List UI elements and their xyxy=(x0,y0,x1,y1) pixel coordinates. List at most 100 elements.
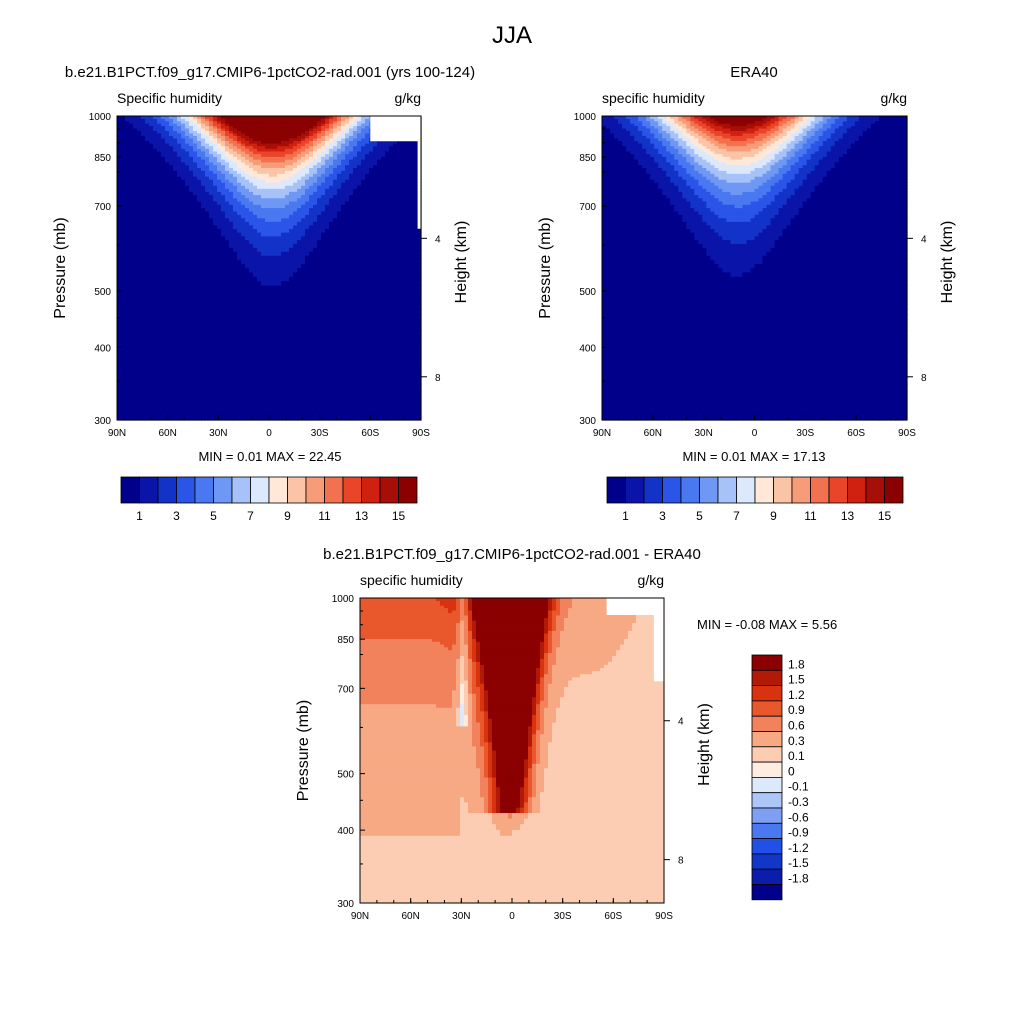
colorbar-swatch xyxy=(231,476,251,504)
colorbar-swatch xyxy=(176,476,196,504)
colorbar-swatch xyxy=(751,792,783,809)
colorbar-swatch xyxy=(751,761,783,778)
y2-tick-label: 8 xyxy=(678,856,684,867)
colorbar-swatch xyxy=(194,476,214,504)
colorbar-swatch xyxy=(751,853,783,870)
colorbar-swatch xyxy=(754,476,774,504)
colorbar-swatch xyxy=(847,476,867,504)
colorbar-swatch xyxy=(213,476,233,504)
colorbar-label: -1.2 xyxy=(788,841,809,855)
x-tick-label: 60S xyxy=(847,428,865,439)
panel-model: b.e21.B1PCT.f09_g17.CMIP6-1pctCO2-rad.00… xyxy=(52,64,475,523)
x-tick-label: 30N xyxy=(452,911,470,922)
colorbar-swatch xyxy=(751,685,783,702)
colorbar-swatch xyxy=(662,476,682,504)
colorbar: 1.81.51.20.90.60.30.10-0.1-0.3-0.6-0.9-1… xyxy=(751,654,809,901)
x-tick-label: 60S xyxy=(361,428,379,439)
colorbar-label: 9 xyxy=(770,509,777,523)
colorbar-swatch xyxy=(828,476,848,504)
min-max-text: MIN = 0.01 MAX = 17.13 xyxy=(682,449,825,464)
y-axis-label: Pressure (mb) xyxy=(295,700,312,801)
x-tick-label: 30N xyxy=(694,428,712,439)
colorbar-label: 5 xyxy=(696,509,703,523)
y-tick-label: 1000 xyxy=(332,594,355,605)
x-tick-label: 90S xyxy=(412,428,430,439)
panel-left-string: specific humidity xyxy=(360,572,463,588)
y-tick-label: 300 xyxy=(94,416,111,427)
colorbar-swatch xyxy=(287,476,307,504)
colorbar-swatch xyxy=(751,654,783,671)
colorbar-label: 15 xyxy=(878,509,892,523)
contour-fill-layer xyxy=(117,116,422,421)
colorbar-swatch xyxy=(643,476,663,504)
colorbar-swatch xyxy=(606,476,626,504)
y-tick-label: 850 xyxy=(337,635,354,646)
contour-fill-layer xyxy=(360,598,665,904)
colorbar-swatch xyxy=(139,476,159,504)
colorbar-label: -0.1 xyxy=(788,780,809,794)
colorbar-swatch xyxy=(157,476,177,504)
colorbar-label: 11 xyxy=(318,509,331,523)
colorbar-label: -1.8 xyxy=(788,872,809,886)
colorbar-label: 3 xyxy=(659,509,666,523)
contour-fill-layer xyxy=(602,116,908,421)
colorbar-swatch xyxy=(751,746,783,763)
colorbar-label: 1 xyxy=(622,509,629,523)
x-tick-label: 30S xyxy=(554,911,572,922)
axes-layer: 300 400 500 700 850 1000 8 4 90N 60N 30N 0 30S 60S 90S… xyxy=(537,112,956,439)
x-tick-label: 60N xyxy=(158,428,176,439)
min-max-text: MIN = -0.08 MAX = 5.56 xyxy=(697,617,837,632)
colorbar-label: 7 xyxy=(247,509,254,523)
colorbar-swatch xyxy=(751,669,783,686)
panel-title: b.e21.B1PCT.f09_g17.CMIP6-1pctCO2-rad.00… xyxy=(323,546,701,563)
colorbar-swatch xyxy=(361,476,381,504)
figure-title: JJA xyxy=(492,22,532,49)
x-tick-label: 90S xyxy=(655,911,673,922)
min-max-text: MIN = 0.01 MAX = 22.45 xyxy=(198,449,341,464)
y2-axis-label: Height (km) xyxy=(939,221,956,304)
x-tick-label: 60N xyxy=(401,911,419,922)
colorbar-swatch xyxy=(751,868,783,885)
colorbar-label: 1.2 xyxy=(788,688,805,702)
panel-difference: b.e21.B1PCT.f09_g17.CMIP6-1pctCO2-rad.00… xyxy=(295,546,837,922)
colorbar-swatch xyxy=(736,476,756,504)
colorbar-swatch xyxy=(398,476,418,504)
colorbar-label: 3 xyxy=(173,509,180,523)
y-tick-label: 400 xyxy=(337,826,354,837)
colorbar-label: -1.5 xyxy=(788,856,809,870)
x-tick-label: 90N xyxy=(593,428,611,439)
colorbar-swatch xyxy=(699,476,719,504)
colorbar-label: 0.6 xyxy=(788,719,805,733)
x-tick-label: 30S xyxy=(311,428,329,439)
colorbar-label: 0 xyxy=(788,764,795,778)
colorbar-swatch xyxy=(773,476,793,504)
colorbar-label: 0.9 xyxy=(788,703,805,717)
colorbar-swatch xyxy=(250,476,270,504)
terrain-mask xyxy=(606,598,664,682)
colorbar-swatch xyxy=(751,715,783,732)
colorbar: 1 3 5 7 9 11 13 15 xyxy=(120,476,418,523)
colorbar-swatch xyxy=(751,807,783,824)
x-tick-label: 90S xyxy=(898,428,916,439)
x-tick-label: 60N xyxy=(644,428,662,439)
y-tick-label: 500 xyxy=(94,287,111,298)
colorbar-label: -0.3 xyxy=(788,795,809,809)
panel-units: g/kg xyxy=(638,572,664,588)
y-tick-label: 400 xyxy=(579,343,596,354)
x-tick-label: 90N xyxy=(108,428,126,439)
y-tick-label: 700 xyxy=(94,202,111,213)
y-tick-label: 500 xyxy=(579,287,596,298)
y2-tick-label: 4 xyxy=(678,717,684,728)
colorbar-swatch xyxy=(717,476,737,504)
colorbar-swatch xyxy=(865,476,885,504)
axes-layer: 300 400 500 700 850 1000 8 4 90N 60N 30N 0 30S 60S 90S… xyxy=(295,594,713,922)
colorbar-label: -0.9 xyxy=(788,826,809,840)
colorbar-swatch xyxy=(884,476,904,504)
colorbar-label: 0.3 xyxy=(788,734,805,748)
y-tick-label: 850 xyxy=(579,153,596,164)
x-tick-label: 0 xyxy=(752,428,758,439)
colorbar-swatch xyxy=(751,838,783,855)
colorbar-swatch xyxy=(680,476,700,504)
y-tick-label: 1000 xyxy=(574,112,597,123)
